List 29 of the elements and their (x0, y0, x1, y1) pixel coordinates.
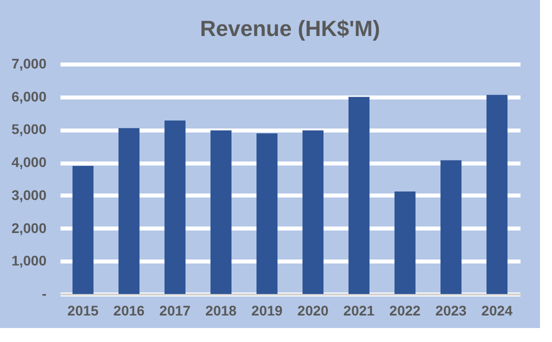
x-tick-label: 2022 (389, 302, 421, 318)
bar (118, 128, 140, 294)
y-tick-label: 3,000 (11, 186, 47, 203)
bar (486, 94, 508, 294)
y-tick-label: 1,000 (11, 252, 47, 269)
bar (302, 130, 324, 294)
bar (210, 130, 232, 294)
bar (256, 133, 278, 294)
bar (72, 166, 94, 294)
x-tick-label: 2018 (205, 302, 237, 318)
bar (164, 120, 186, 294)
bar (440, 160, 462, 294)
chart-title: Revenue (HK$'M) (200, 16, 380, 41)
y-tick-label: - (42, 286, 47, 302)
bar (394, 191, 416, 294)
x-tick-label: 2015 (67, 302, 99, 318)
x-tick-label: 2016 (113, 302, 145, 318)
x-tick-label: 2021 (343, 302, 375, 318)
x-tick-label: 2017 (159, 302, 191, 318)
y-tick-label: 2,000 (11, 220, 47, 236)
y-tick-label: 5,000 (11, 121, 47, 138)
bar (348, 96, 370, 294)
x-tick-label: 2020 (297, 302, 329, 318)
y-tick-label: 7,000 (11, 56, 47, 72)
x-tick-label: 2024 (481, 302, 513, 318)
x-tick-label: 2023 (435, 302, 467, 318)
y-tick-label: 4,000 (11, 154, 47, 170)
y-tick-label: 6,000 (11, 88, 47, 104)
x-tick-label: 2019 (251, 302, 283, 318)
